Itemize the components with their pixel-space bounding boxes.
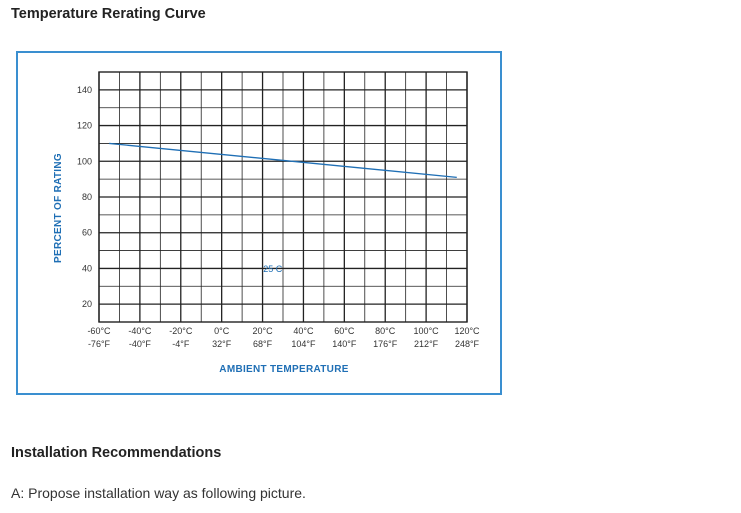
x-tick-label-celsius: 20°C	[253, 326, 274, 336]
x-tick-label-fahrenheit: -40°F	[129, 339, 152, 349]
x-tick-label-celsius: 100°C	[414, 326, 440, 336]
temperature-rerating-chart: 20 40 60 80 100 120 140 -60°C -76°F -40°C -40°F -2…	[53, 71, 480, 375]
x-tick-label-celsius: -60°C	[87, 326, 111, 336]
x-tick-label-celsius: -20°C	[169, 326, 193, 336]
installation-heading: Installation Recommendations	[11, 445, 222, 461]
x-tick-label-celsius: 0°C	[214, 326, 230, 336]
y-tick-label: 120	[77, 121, 92, 131]
x-tick-label-celsius: 60°C	[334, 326, 355, 336]
x-tick-label-fahrenheit: 140°F	[332, 339, 357, 349]
x-tick-label-fahrenheit: 32°F	[212, 339, 232, 349]
x-tick-label-fahrenheit: 176°F	[373, 339, 398, 349]
x-tick-labels: -60°C -76°F -40°C -40°F -20°C -4°F 0°C 32°F 20°C…	[87, 326, 480, 349]
x-tick-label-celsius: 40°C	[293, 326, 314, 336]
x-tick-label-celsius: 120°C	[454, 326, 480, 336]
y-tick-label: 100	[77, 156, 92, 166]
x-tick-label-fahrenheit: -76°F	[88, 339, 111, 349]
chart-grid	[98, 71, 468, 323]
plot-border	[98, 71, 468, 323]
x-tick-label-fahrenheit: 68°F	[253, 339, 273, 349]
annotation-label: 25 C	[263, 264, 283, 274]
y-tick-label: 80	[82, 192, 92, 202]
x-tick-label-celsius: 80°C	[375, 326, 396, 336]
y-tick-label: 40	[82, 263, 92, 273]
x-tick-label-fahrenheit: 212°F	[414, 339, 439, 349]
chart-heading: Temperature Rerating Curve	[11, 6, 206, 22]
chart-annotations: 25 C	[263, 264, 283, 274]
x-tick-label-celsius: -40°C	[128, 326, 152, 336]
y-tick-label: 140	[77, 85, 92, 95]
x-tick-label-fahrenheit: -4°F	[172, 339, 190, 349]
y-axis-title: PERCENT OF RATING	[53, 153, 64, 263]
x-tick-label-fahrenheit: 248°F	[455, 339, 480, 349]
derating-line	[109, 142, 457, 179]
x-tick-label-fahrenheit: 104°F	[291, 339, 316, 349]
y-tick-label: 20	[82, 299, 92, 309]
installation-text: A: Propose installation way as following…	[11, 485, 306, 501]
x-axis-title: AMBIENT TEMPERATURE	[219, 364, 348, 375]
chart-frame: 20 40 60 80 100 120 140 -60°C -76°F -40°C -40°F -2…	[16, 51, 502, 395]
chart-series	[109, 142, 457, 179]
y-tick-labels: 20 40 60 80 100 120 140	[77, 85, 92, 309]
y-tick-label: 60	[82, 228, 92, 238]
